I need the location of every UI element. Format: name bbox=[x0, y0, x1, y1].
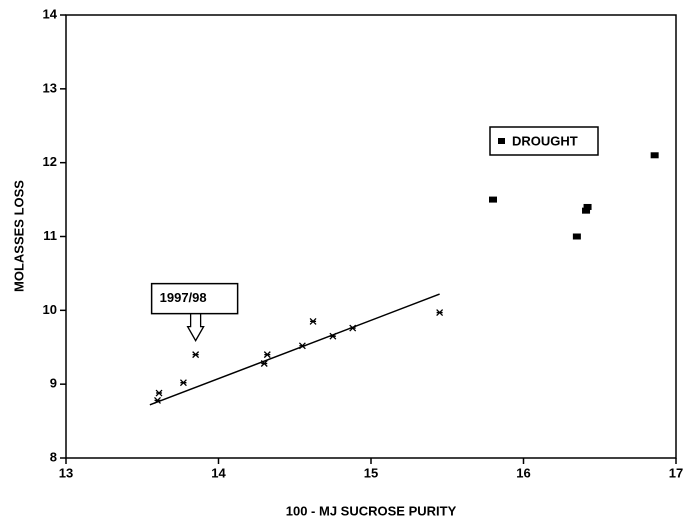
annotation-box bbox=[150, 282, 239, 315]
drought-point bbox=[489, 196, 497, 203]
y-tick-label: 11 bbox=[43, 228, 57, 243]
y-tick-label: 10 bbox=[43, 302, 57, 317]
data-point bbox=[436, 309, 444, 317]
drought-point bbox=[650, 152, 659, 159]
legend-label: DROUGHT bbox=[512, 133, 578, 148]
trend-line bbox=[149, 293, 440, 406]
legend-marker bbox=[498, 138, 505, 144]
y-tick-label: 12 bbox=[43, 154, 57, 169]
y-axis-label: MOLASSES LOSS bbox=[11, 180, 26, 292]
x-tick-label: 16 bbox=[516, 465, 530, 480]
drought-point bbox=[582, 207, 591, 214]
x-tick-label: 17 bbox=[669, 465, 683, 480]
drought-point bbox=[583, 203, 592, 210]
y-tick-label: 9 bbox=[50, 376, 57, 391]
data-point bbox=[349, 324, 357, 332]
data-point bbox=[263, 351, 271, 359]
y-tick-label: 13 bbox=[43, 80, 57, 95]
x-axis-label: 100 - MJ SUCROSE PURITY bbox=[286, 503, 457, 518]
x-tick-label: 15 bbox=[364, 465, 378, 480]
data-point bbox=[260, 360, 268, 367]
drought-point bbox=[572, 233, 581, 240]
data-point bbox=[192, 351, 200, 359]
y-tick-label: 8 bbox=[50, 449, 57, 464]
annotation-label: 1997/98 bbox=[160, 290, 207, 305]
data-point bbox=[329, 332, 337, 340]
data-point bbox=[155, 389, 163, 397]
y-tick-label: 14 bbox=[43, 6, 58, 21]
legend-box bbox=[489, 126, 599, 156]
data-point bbox=[298, 342, 306, 350]
data-point bbox=[309, 317, 317, 325]
x-tick-label: 14 bbox=[211, 465, 226, 480]
x-tick-label: 13 bbox=[59, 465, 73, 480]
annotation-arrow bbox=[186, 312, 205, 342]
data-point bbox=[179, 379, 187, 387]
data-point bbox=[154, 396, 161, 404]
